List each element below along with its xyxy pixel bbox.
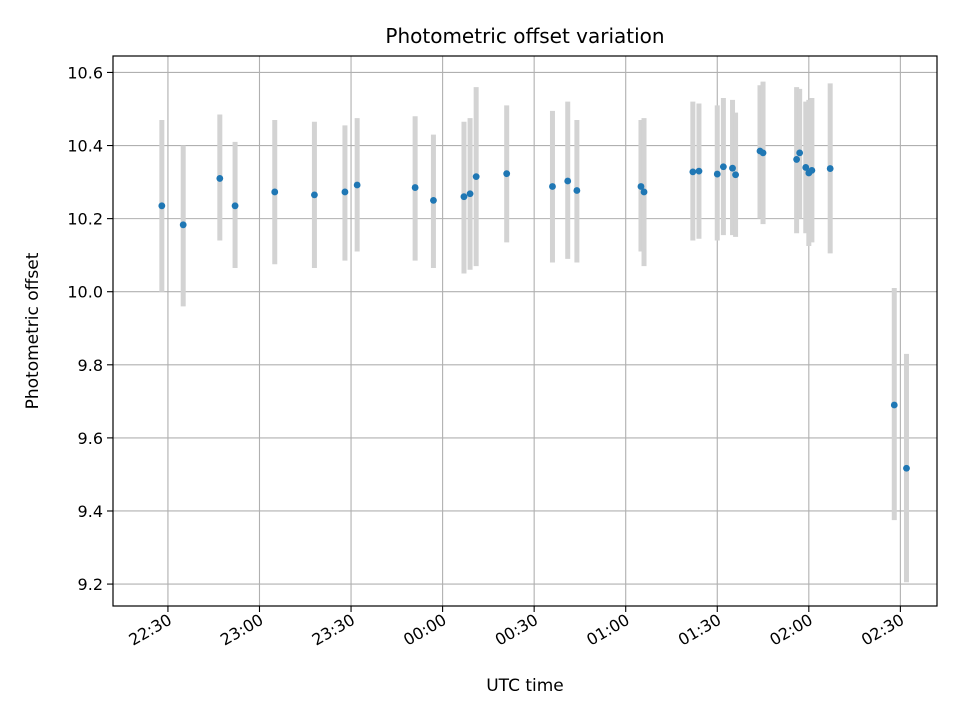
data-point bbox=[158, 202, 166, 210]
data-point bbox=[271, 188, 279, 196]
data-point bbox=[808, 166, 816, 174]
data-point bbox=[713, 170, 721, 178]
y-tick-label: 10.2 bbox=[67, 210, 103, 229]
data-point bbox=[179, 221, 187, 229]
y-tick-label: 10.4 bbox=[67, 137, 103, 156]
data-point bbox=[503, 170, 511, 178]
data-point bbox=[353, 181, 361, 189]
x-axis-title: UTC time bbox=[486, 676, 564, 696]
data-point bbox=[564, 177, 572, 185]
data-point bbox=[216, 175, 224, 182]
data-point bbox=[466, 190, 474, 198]
y-tick-label: 9.6 bbox=[78, 429, 103, 448]
y-tick-label: 10.0 bbox=[67, 283, 103, 302]
y-tick-label: 9.4 bbox=[78, 502, 103, 521]
data-point bbox=[759, 149, 767, 157]
data-point bbox=[460, 193, 468, 201]
y-tick-label: 9.2 bbox=[78, 575, 103, 594]
chart-title: Photometric offset variation bbox=[385, 24, 664, 48]
data-point bbox=[826, 165, 834, 172]
data-point bbox=[732, 171, 739, 179]
data-point bbox=[430, 196, 437, 204]
data-point bbox=[802, 164, 810, 171]
data-point bbox=[549, 183, 556, 190]
y-tick-label: 10.6 bbox=[67, 63, 103, 82]
y-axis: 9.2 9.4 9.6 9.8 10.0 10.2 10.4 10.6 bbox=[67, 63, 113, 594]
y-tick-label: 9.8 bbox=[78, 356, 103, 375]
data-point bbox=[796, 149, 804, 157]
data-point bbox=[231, 202, 239, 210]
data-point bbox=[341, 188, 349, 196]
data-point bbox=[689, 168, 697, 176]
data-point bbox=[411, 184, 419, 191]
data-point bbox=[472, 173, 480, 180]
data-point bbox=[573, 187, 581, 194]
plot-area-frame bbox=[112, 55, 938, 607]
data-point bbox=[637, 183, 645, 190]
data-point bbox=[311, 191, 318, 199]
data-point bbox=[890, 401, 898, 409]
data-points bbox=[158, 147, 910, 472]
data-point bbox=[695, 167, 703, 175]
y-axis-title: Photometric offset bbox=[23, 252, 43, 409]
data-point bbox=[729, 164, 736, 172]
data-point bbox=[719, 163, 727, 171]
data-point bbox=[793, 156, 801, 163]
grid-lines bbox=[113, 56, 937, 606]
data-point bbox=[640, 188, 648, 196]
data-point bbox=[903, 464, 910, 472]
